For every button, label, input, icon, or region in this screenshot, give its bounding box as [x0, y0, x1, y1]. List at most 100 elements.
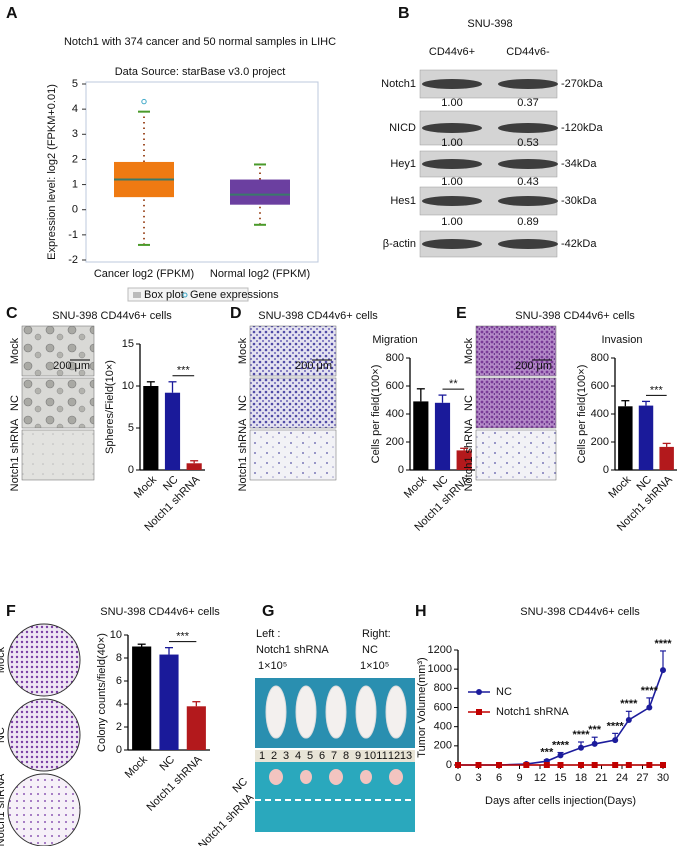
- ruler-number: 4: [295, 750, 301, 762]
- x-axis-label: Days after cells injection(Days): [485, 795, 636, 807]
- significance-label: ****: [641, 685, 659, 697]
- y-tick-label: -1: [68, 229, 78, 241]
- y-axis-label: Expression level: log2 (FPKM+0.01): [46, 84, 58, 260]
- image-row-label: Notch1 shRNA: [9, 418, 21, 491]
- x-tick-label: Normal log2 (FPKM): [210, 268, 310, 280]
- scale-bar-label: 200 μm: [295, 360, 332, 372]
- quant-label: 0.53: [517, 137, 538, 149]
- micrograph: [21, 429, 95, 481]
- band: [498, 79, 558, 89]
- panel-label: H: [415, 603, 427, 620]
- band: [422, 79, 482, 89]
- xeno-label: Right:: [362, 628, 391, 640]
- chart-title: SNU-398 CD44v6+ cells: [515, 310, 635, 322]
- micrograph: [475, 377, 557, 429]
- x-tick-label: 3: [475, 772, 481, 784]
- point: [557, 752, 564, 759]
- point: [660, 762, 666, 768]
- significance-label: ***: [177, 365, 191, 377]
- band: [498, 123, 558, 133]
- size-label: -42kDa: [561, 238, 597, 250]
- significance-label: ***: [540, 747, 554, 759]
- image-row-label: NC: [0, 727, 7, 743]
- point: [612, 737, 619, 744]
- xeno-row-label: Notch1 shRNA: [196, 791, 256, 846]
- x-tick-label: 30: [657, 772, 669, 784]
- point: [557, 762, 564, 768]
- x-tick-label: 12: [534, 772, 546, 784]
- significance-label: ****: [620, 698, 638, 710]
- ruler-number: 8: [343, 750, 349, 762]
- panel-label: F: [6, 603, 16, 620]
- xeno-cells: 1×10⁵: [360, 660, 389, 672]
- y-tick-label: 1200: [428, 644, 452, 656]
- image-row-label: Notch1 shRNA: [0, 773, 7, 846]
- y-axis-label: Tumor Volume(mm³): [416, 657, 428, 757]
- box: [230, 179, 290, 205]
- panel-label: G: [262, 603, 274, 620]
- ruler-number: 6: [319, 750, 325, 762]
- panel-label: A: [6, 5, 18, 22]
- y-tick-label: 2: [116, 721, 122, 733]
- x-tick-label: Mock: [123, 753, 150, 780]
- bar: [132, 646, 152, 750]
- bar: [618, 406, 633, 470]
- quant-label: 0.43: [517, 176, 538, 188]
- significance-label: ***: [588, 724, 602, 736]
- image-row-label: Mock: [463, 337, 475, 364]
- point: [578, 762, 584, 768]
- quant-label: 1.00: [441, 97, 462, 109]
- y-tick-label: 5: [72, 78, 78, 90]
- size-label: -30kDa: [561, 195, 597, 207]
- micrograph: [475, 429, 557, 481]
- x-tick-label: Mock: [606, 473, 633, 500]
- ruler-number: 1: [259, 750, 265, 762]
- xeno-label: Left :: [256, 628, 280, 640]
- y-tick-label: 6: [116, 675, 122, 687]
- quant-label: 0.89: [517, 216, 538, 228]
- bar: [434, 402, 451, 470]
- significance-label: ****: [572, 729, 590, 741]
- xeno-label: Notch1 shRNA: [256, 644, 329, 656]
- image-row-label: NC: [9, 395, 21, 411]
- y-tick-label: 200: [434, 740, 452, 752]
- legend-swatch: [133, 292, 141, 298]
- image-row-label: NC: [237, 395, 249, 411]
- bar: [186, 463, 202, 470]
- significance-label: ***: [650, 384, 664, 396]
- quant-label: 1.00: [441, 216, 462, 228]
- protein-label: β-actin: [383, 238, 416, 250]
- y-tick-label: 200: [386, 436, 404, 448]
- y-axis-label: Cells per field(100×): [576, 365, 588, 464]
- bar: [659, 446, 674, 470]
- quant-label: 0.37: [517, 97, 538, 109]
- ruler-number: 9: [355, 750, 361, 762]
- y-tick-label: 0: [128, 464, 134, 476]
- ruler-number: 11: [376, 750, 387, 762]
- blot-column: CD44v6+: [429, 46, 475, 58]
- bar: [186, 706, 206, 750]
- x-tick-label: Mock: [132, 473, 159, 500]
- micrograph: [21, 325, 95, 377]
- y-tick-label: 1: [72, 178, 78, 190]
- outlier: [141, 98, 147, 105]
- size-label: -270kDa: [561, 78, 603, 90]
- y-tick-label: 600: [386, 380, 404, 392]
- band: [422, 196, 482, 206]
- annotation: Migration: [372, 334, 417, 346]
- size-label: -120kDa: [561, 122, 603, 134]
- y-tick-label: 4: [116, 698, 122, 710]
- micrograph: [249, 377, 337, 429]
- significance-label: ****: [654, 638, 672, 650]
- band: [498, 196, 558, 206]
- point: [578, 744, 584, 751]
- y-tick-label: 400: [434, 721, 452, 733]
- scale-bar-label: 200 μm: [53, 360, 90, 372]
- image-row-label: Mock: [237, 337, 249, 364]
- scale-bar-label: 200 μm: [515, 360, 552, 372]
- significance-label: ****: [552, 739, 570, 751]
- tumor-photo: [255, 750, 415, 832]
- chart-title: Notch1 with 374 cancer and 50 normal sam…: [64, 36, 336, 48]
- legend-marker: [476, 689, 482, 695]
- y-tick-label: 200: [591, 436, 609, 448]
